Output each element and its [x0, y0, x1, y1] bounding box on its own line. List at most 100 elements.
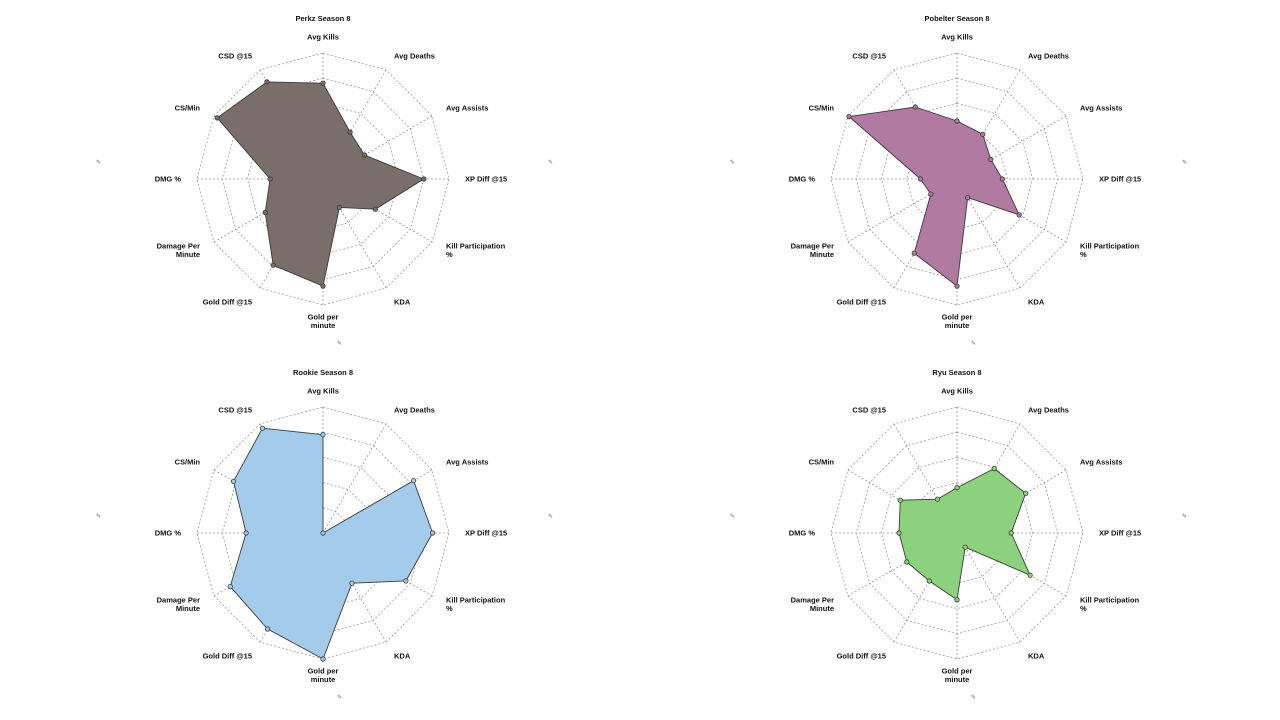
- axis-label: Avg Assists: [1080, 104, 1122, 113]
- chart-title: Ryu Season 8: [932, 368, 981, 377]
- axis-label: Kill Participation%: [446, 241, 506, 258]
- data-point: [904, 559, 910, 565]
- axis-label: Avg Deaths: [394, 406, 435, 415]
- pin-icon: ✎: [96, 159, 101, 166]
- data-point: [410, 478, 417, 484]
- data-point: [267, 176, 273, 182]
- data-point: [928, 191, 934, 197]
- data-point: [1008, 530, 1014, 536]
- data-point: [962, 544, 968, 550]
- data-point: [926, 578, 932, 584]
- axis-label: Gold per minute: [942, 666, 973, 683]
- axis-label: Avg Deaths: [394, 52, 435, 61]
- data-point: [991, 465, 997, 472]
- grid-spoke: [322, 423, 387, 534]
- axis-label: CS/Min: [175, 458, 201, 467]
- data-point: [897, 497, 903, 503]
- pin-icon: ✎: [96, 513, 101, 520]
- data-point: [403, 578, 409, 584]
- data-point: [320, 80, 326, 86]
- pin-icon: ✎: [971, 340, 976, 347]
- data-point: [1023, 490, 1029, 496]
- data-point: [954, 118, 960, 124]
- data-point: [980, 131, 986, 137]
- axis-label: Avg Kills: [941, 33, 973, 42]
- pin-icon: ✎: [730, 513, 735, 520]
- pin-icon: ✎: [971, 694, 976, 701]
- data-point: [846, 114, 852, 120]
- data-point: [349, 580, 355, 586]
- data-point: [912, 104, 919, 110]
- data-point: [896, 530, 902, 536]
- data-point: [320, 656, 326, 662]
- data-point: [421, 176, 427, 182]
- data-point: [243, 530, 249, 536]
- axis-label: CS/Min: [809, 104, 835, 113]
- data-point: [230, 478, 237, 484]
- data-point: [270, 262, 276, 268]
- axis-label: DMG %: [789, 175, 816, 184]
- axis-label: KDA: [394, 652, 411, 661]
- axis-label: Avg Deaths: [1028, 406, 1069, 415]
- axis-label: Avg Deaths: [1028, 52, 1069, 61]
- axis-label: Kill Participation%: [1080, 595, 1140, 612]
- axis-label: Avg Kills: [307, 387, 339, 396]
- radar-chart: Avg Kills Avg Deaths Avg Assists XP Diff @1…: [96, 368, 553, 701]
- axis-label: Avg Assists: [1080, 458, 1122, 467]
- data-point: [214, 115, 220, 121]
- radar-chart: Avg Kills Avg Deaths Avg Assists XP Diff @1…: [96, 14, 553, 347]
- axis-label: XP Diff @15: [1099, 175, 1141, 184]
- data-point: [336, 204, 342, 210]
- data-point: [320, 283, 326, 289]
- data-point: [259, 425, 266, 431]
- axis-label: Avg Kills: [941, 387, 973, 396]
- data-point: [954, 484, 960, 491]
- axis-label: Gold per minute: [308, 312, 339, 329]
- axis-label: Damage Per Minute: [157, 241, 200, 258]
- data-point: [954, 597, 960, 603]
- pin-icon: ✎: [730, 159, 735, 166]
- data-point: [1027, 572, 1033, 578]
- data-point: [934, 496, 941, 502]
- chart-title: Pobelter Season 8: [924, 14, 989, 23]
- axis-label: DMG %: [789, 529, 816, 538]
- pin-icon: ✎: [548, 159, 553, 166]
- axis-label: CS/Min: [809, 458, 835, 467]
- radar-chart: Avg Kills Avg Deaths Avg Assists XP Diff @1…: [730, 368, 1187, 701]
- data-point: [361, 152, 368, 158]
- axis-label: CSD @15: [218, 52, 252, 61]
- axis-label: DMG %: [155, 529, 182, 538]
- axis-label: Avg Assists: [446, 458, 488, 467]
- data-point: [954, 283, 960, 289]
- axis-label: Gold per minute: [942, 312, 973, 329]
- data-area: [848, 106, 1020, 287]
- data-point: [264, 79, 270, 85]
- chart-title: Perkz Season 8: [295, 14, 350, 23]
- data-point: [1016, 212, 1022, 218]
- axis-label: Gold Diff @15: [203, 652, 252, 661]
- data-point: [262, 209, 268, 215]
- axis-label: Avg Kills: [307, 33, 339, 42]
- axis-label: Damage Per Minute: [791, 241, 834, 258]
- data-area: [229, 427, 434, 660]
- data-point: [227, 583, 233, 590]
- axis-label: XP Diff @15: [465, 529, 507, 538]
- axis-label: XP Diff @15: [1099, 529, 1141, 538]
- data-point: [347, 129, 353, 135]
- pin-icon: ✎: [337, 694, 342, 701]
- data-point: [264, 626, 271, 632]
- data-point: [999, 176, 1006, 182]
- axis-label: Gold Diff @15: [203, 298, 252, 307]
- data-point: [429, 530, 436, 536]
- axis-label: Kill Participation%: [1080, 241, 1140, 258]
- axis-label: DMG %: [155, 175, 182, 184]
- axis-label: KDA: [1028, 652, 1045, 661]
- pin-icon: ✎: [337, 340, 342, 347]
- data-point: [372, 206, 378, 212]
- axis-label: CSD @15: [852, 406, 886, 415]
- data-area: [216, 81, 425, 287]
- axis-label: CSD @15: [218, 406, 252, 415]
- axis-label: CS/Min: [175, 104, 201, 113]
- data-point: [988, 156, 994, 163]
